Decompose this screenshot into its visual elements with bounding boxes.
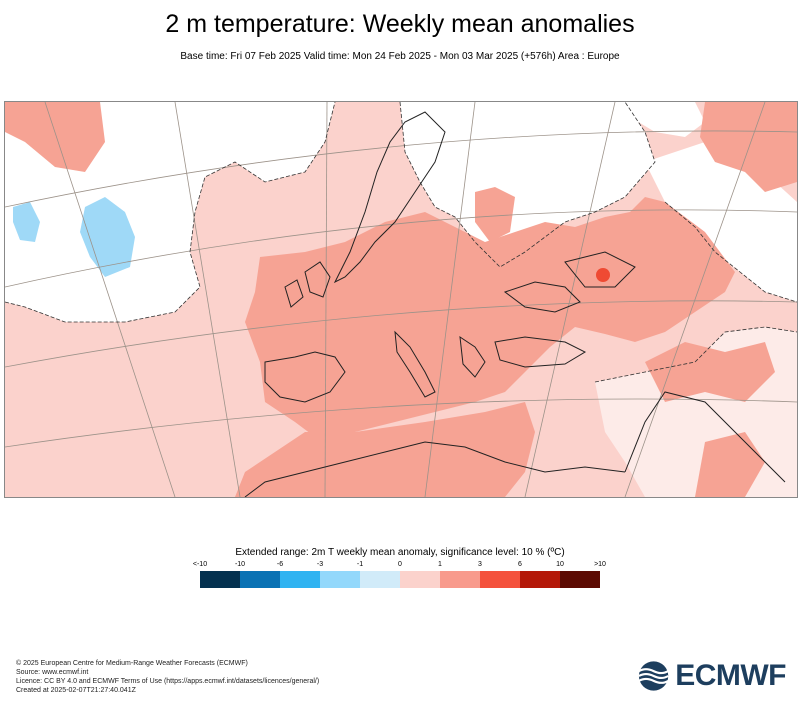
footer-credits: © 2025 European Centre for Medium-Range … <box>16 659 319 695</box>
legend-swatch <box>440 571 480 588</box>
hot-spot <box>596 268 610 282</box>
legend-swatch <box>360 571 400 588</box>
legend-tick: >10 <box>594 561 606 568</box>
cold-anomaly <box>13 197 135 277</box>
warm-land-anomaly <box>5 102 797 497</box>
footer-copyright: © 2025 European Centre for Medium-Range … <box>16 660 248 667</box>
legend-tick: 0 <box>398 561 402 568</box>
map-canvas <box>5 102 797 497</box>
chart-title: 2 m temperature: Weekly mean anomalies <box>165 10 635 38</box>
legend-swatch <box>560 571 600 588</box>
ecmwf-logo-text: ECMWF <box>675 659 786 692</box>
coastlines <box>244 111 786 497</box>
legend-tick: 6 <box>518 561 522 568</box>
footer-licence: Licence: CC BY 4.0 and ECMWF Terms of Us… <box>16 678 320 685</box>
legend-tick: 1 <box>438 561 442 568</box>
footer-created: Created at 2025-02-07T21:27:40.041Z <box>16 687 136 694</box>
anomaly-map <box>4 101 798 498</box>
legend-tick: -6 <box>276 561 284 568</box>
legend-tick: 10 <box>556 561 564 568</box>
ecmwf-logo: ECMWF <box>636 659 786 692</box>
legend-ticks: <-10 -10 -6 -3 -1 0 1 3 6 10 >10 <box>193 561 606 571</box>
legend-tick: 3 <box>478 561 482 568</box>
legend-swatch <box>520 571 560 588</box>
legend-swatch <box>280 571 320 588</box>
chart-subtitle: Base time: Fri 07 Feb 2025 Valid time: M… <box>180 51 620 62</box>
legend-title: Extended range: 2m T weekly mean anomaly… <box>235 547 565 558</box>
graticule <box>5 102 797 497</box>
legend-tick: -3 <box>316 561 324 568</box>
significance-contours <box>5 102 797 383</box>
legend-tick: -1 <box>356 561 364 568</box>
legend-swatch <box>200 571 240 588</box>
legend-tick: <-10 <box>192 561 208 568</box>
legend-swatch <box>480 571 520 588</box>
ecmwf-logo-icon <box>638 661 669 691</box>
footer-source: Source: www.ecmwf.int <box>16 669 89 676</box>
legend-swatch <box>240 571 280 588</box>
legend-swatch <box>320 571 360 588</box>
legend-swatch <box>400 571 440 588</box>
legend-colorbar <box>200 571 600 588</box>
legend-tick: -10 <box>234 561 246 568</box>
